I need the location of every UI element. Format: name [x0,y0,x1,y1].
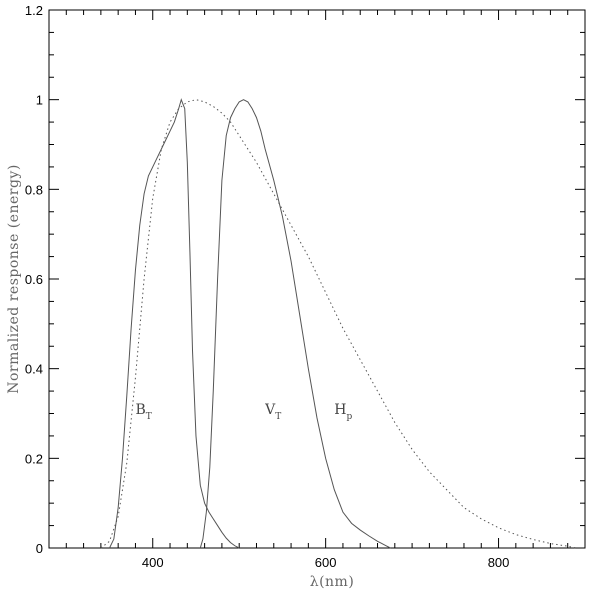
series-label-hp: Hp [334,402,352,422]
series-line-vt [199,99,391,549]
series-labels: BT VT Hp [135,402,352,422]
x-axis-ticks: 400 600 800 [65,10,569,570]
series-label-vt: VT [264,402,281,422]
series-line-hp [100,99,577,549]
plot-frame [48,9,586,549]
x-tick-label: 800 [488,555,510,570]
x-tick-label: 600 [315,555,337,570]
y-axis-ticks: 0 0.2 0.4 0.6 0.8 1 1.2 [25,3,585,556]
plot-border [48,9,586,549]
y-tick-label: 0.4 [25,362,43,377]
y-tick-label: 0 [36,541,43,556]
series-line-bt [109,98,240,549]
series-layer [100,98,577,549]
y-axis-title: Normalized response (energy) [6,164,22,394]
y-tick-label: 0.6 [25,272,43,287]
series-label-bt: BT [135,402,151,422]
x-tick-label: 400 [142,555,164,570]
y-tick-label: 0.8 [25,182,43,197]
y-tick-label: 1.2 [25,3,43,18]
y-tick-label: 1 [36,93,43,108]
y-tick-label: 0.2 [25,451,43,466]
x-axis-title: λ(nm) [310,574,355,590]
